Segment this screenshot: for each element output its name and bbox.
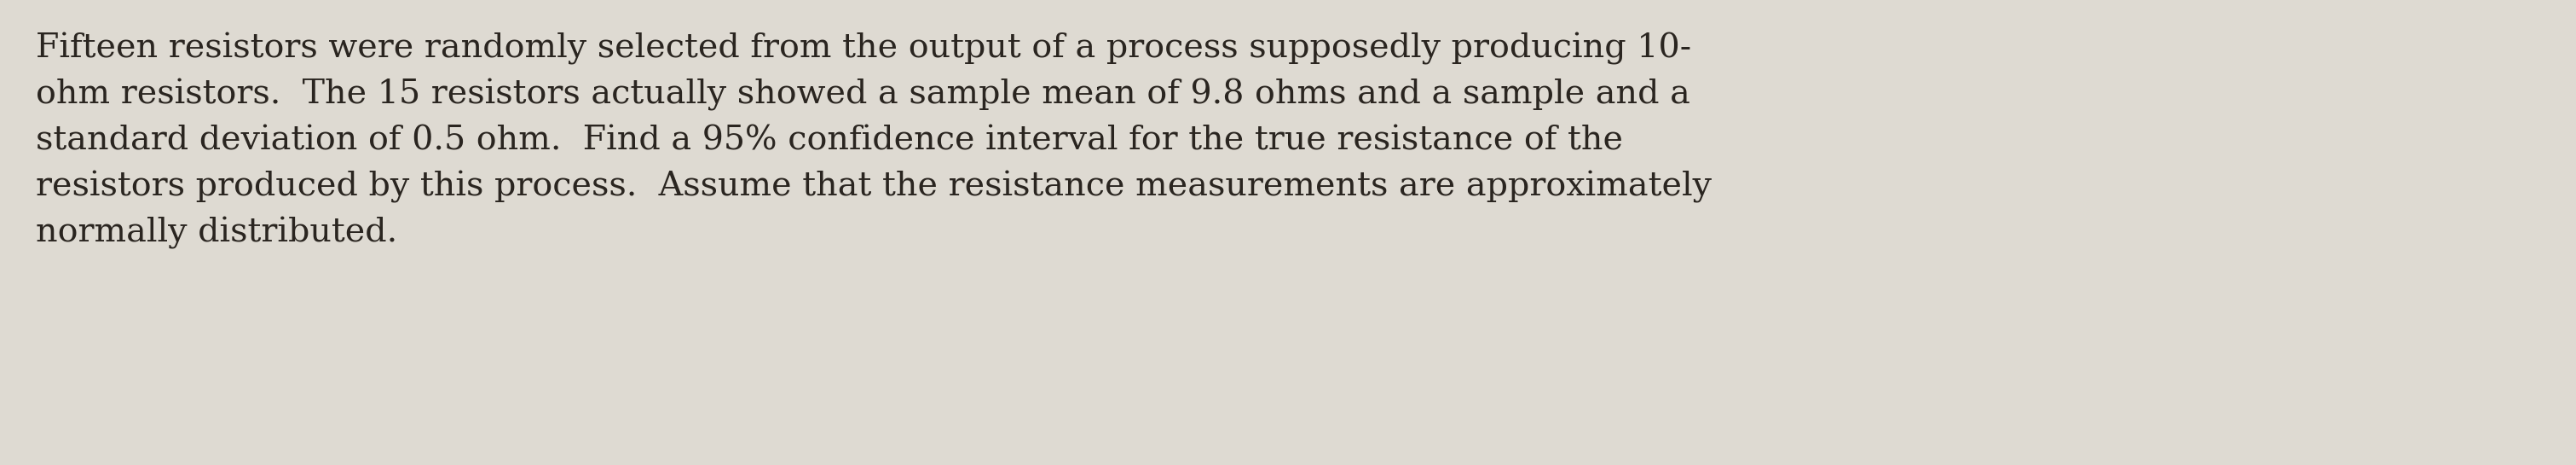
Text: Fifteen resistors were randomly selected from the output of a process supposedly: Fifteen resistors were randomly selected…: [36, 33, 1713, 249]
